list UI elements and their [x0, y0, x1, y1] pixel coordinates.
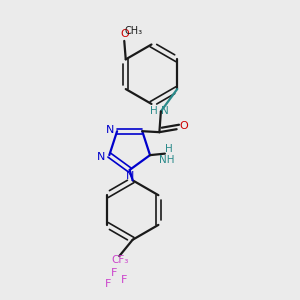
Text: F: F: [121, 275, 127, 285]
Text: N: N: [106, 125, 115, 135]
Text: F: F: [105, 279, 111, 289]
Text: NH: NH: [159, 155, 175, 166]
Text: F: F: [111, 268, 117, 278]
Text: N: N: [160, 106, 168, 116]
Text: N: N: [126, 172, 134, 182]
Text: O: O: [120, 29, 129, 39]
Text: CF₃: CF₃: [111, 255, 128, 265]
Text: H: H: [150, 106, 157, 116]
Text: N: N: [97, 152, 105, 162]
Text: H: H: [166, 144, 173, 154]
Text: CH₃: CH₃: [124, 26, 142, 36]
Text: O: O: [179, 121, 188, 131]
